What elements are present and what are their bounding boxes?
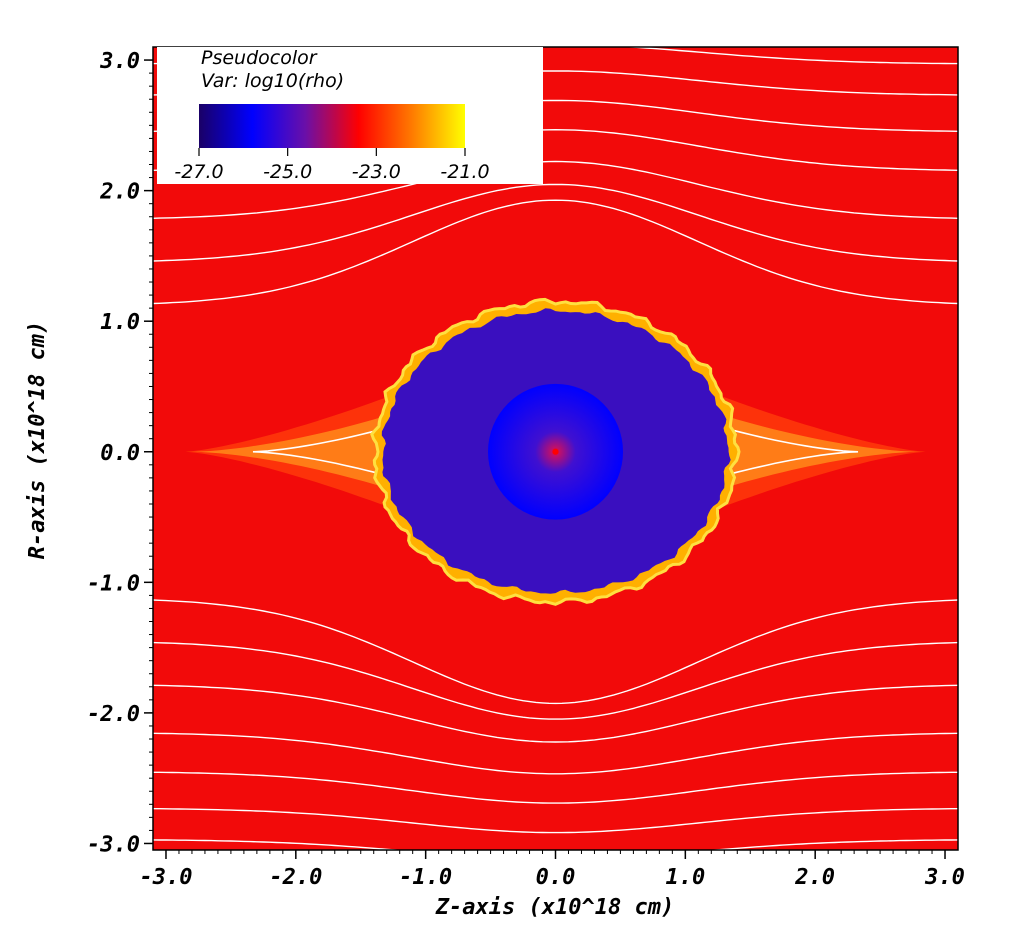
legend-variable: Var: log10(rho) — [201, 70, 344, 92]
legend-title: Pseudocolor — [201, 47, 318, 69]
x-tick-label-0: -3.0 — [139, 865, 192, 890]
streamlines — [153, 47, 958, 850]
streamline-10 — [153, 732, 958, 775]
streamline-7 — [153, 599, 958, 705]
streamline-5 — [153, 183, 958, 262]
y-tick-label-2: 1.0 — [100, 310, 140, 335]
y-tick-label-0: 3.0 — [99, 49, 140, 74]
streamline-12 — [153, 808, 958, 834]
y-tick-label-1: 2.0 — [99, 180, 140, 205]
y-tick-label-5: -2.0 — [87, 702, 140, 727]
x-tick-label-3: 0.0 — [536, 865, 576, 890]
x-tick-label-4: 1.0 — [665, 865, 705, 890]
x-tick-label-6: 3.0 — [924, 865, 965, 890]
colorbar — [199, 104, 465, 148]
plot-area — [153, 47, 958, 850]
y-axis: 3.0 2.0 1.0 0.0 -1.0 -2.0 -3.0 — [87, 49, 153, 857]
core-center — [552, 448, 559, 455]
x-tick-label-5: 2.0 — [794, 865, 835, 890]
streamline-13 — [153, 839, 958, 850]
streamline-11 — [153, 771, 958, 804]
x-tick-label-1: -2.0 — [269, 865, 322, 890]
y-tick-label-4: -1.0 — [87, 571, 140, 596]
colorbar-tick-label-2: -23.0 — [352, 161, 401, 183]
x-tick-label-2: -1.0 — [399, 865, 452, 890]
streamline-9 — [153, 684, 958, 743]
colorbar-tick-label-1: -25.0 — [263, 161, 312, 183]
x-axis: -3.0 -2.0 -1.0 0.0 1.0 2.0 3.0 — [139, 850, 965, 890]
streamline-6 — [153, 199, 958, 305]
colorbar-tick-label-0: -27.0 — [174, 161, 223, 183]
streamline-4 — [153, 160, 958, 219]
y-axis-title: R-axis (x10^18 cm) — [25, 321, 50, 559]
streamline-8 — [153, 641, 958, 720]
colorbar-ticks: -27.0 -25.0 -23.0 -21.0 — [174, 148, 490, 183]
y-tick-label-3: 0.0 — [100, 441, 140, 466]
x-axis-title: Z-axis (x10^18 cm) — [435, 895, 674, 920]
y-tick-label-6: -3.0 — [87, 832, 140, 857]
colorbar-tick-label-3: -21.0 — [440, 161, 489, 183]
legend: Pseudocolor Var: log10(rho) -27.0 -25.0 -2… — [157, 47, 543, 184]
